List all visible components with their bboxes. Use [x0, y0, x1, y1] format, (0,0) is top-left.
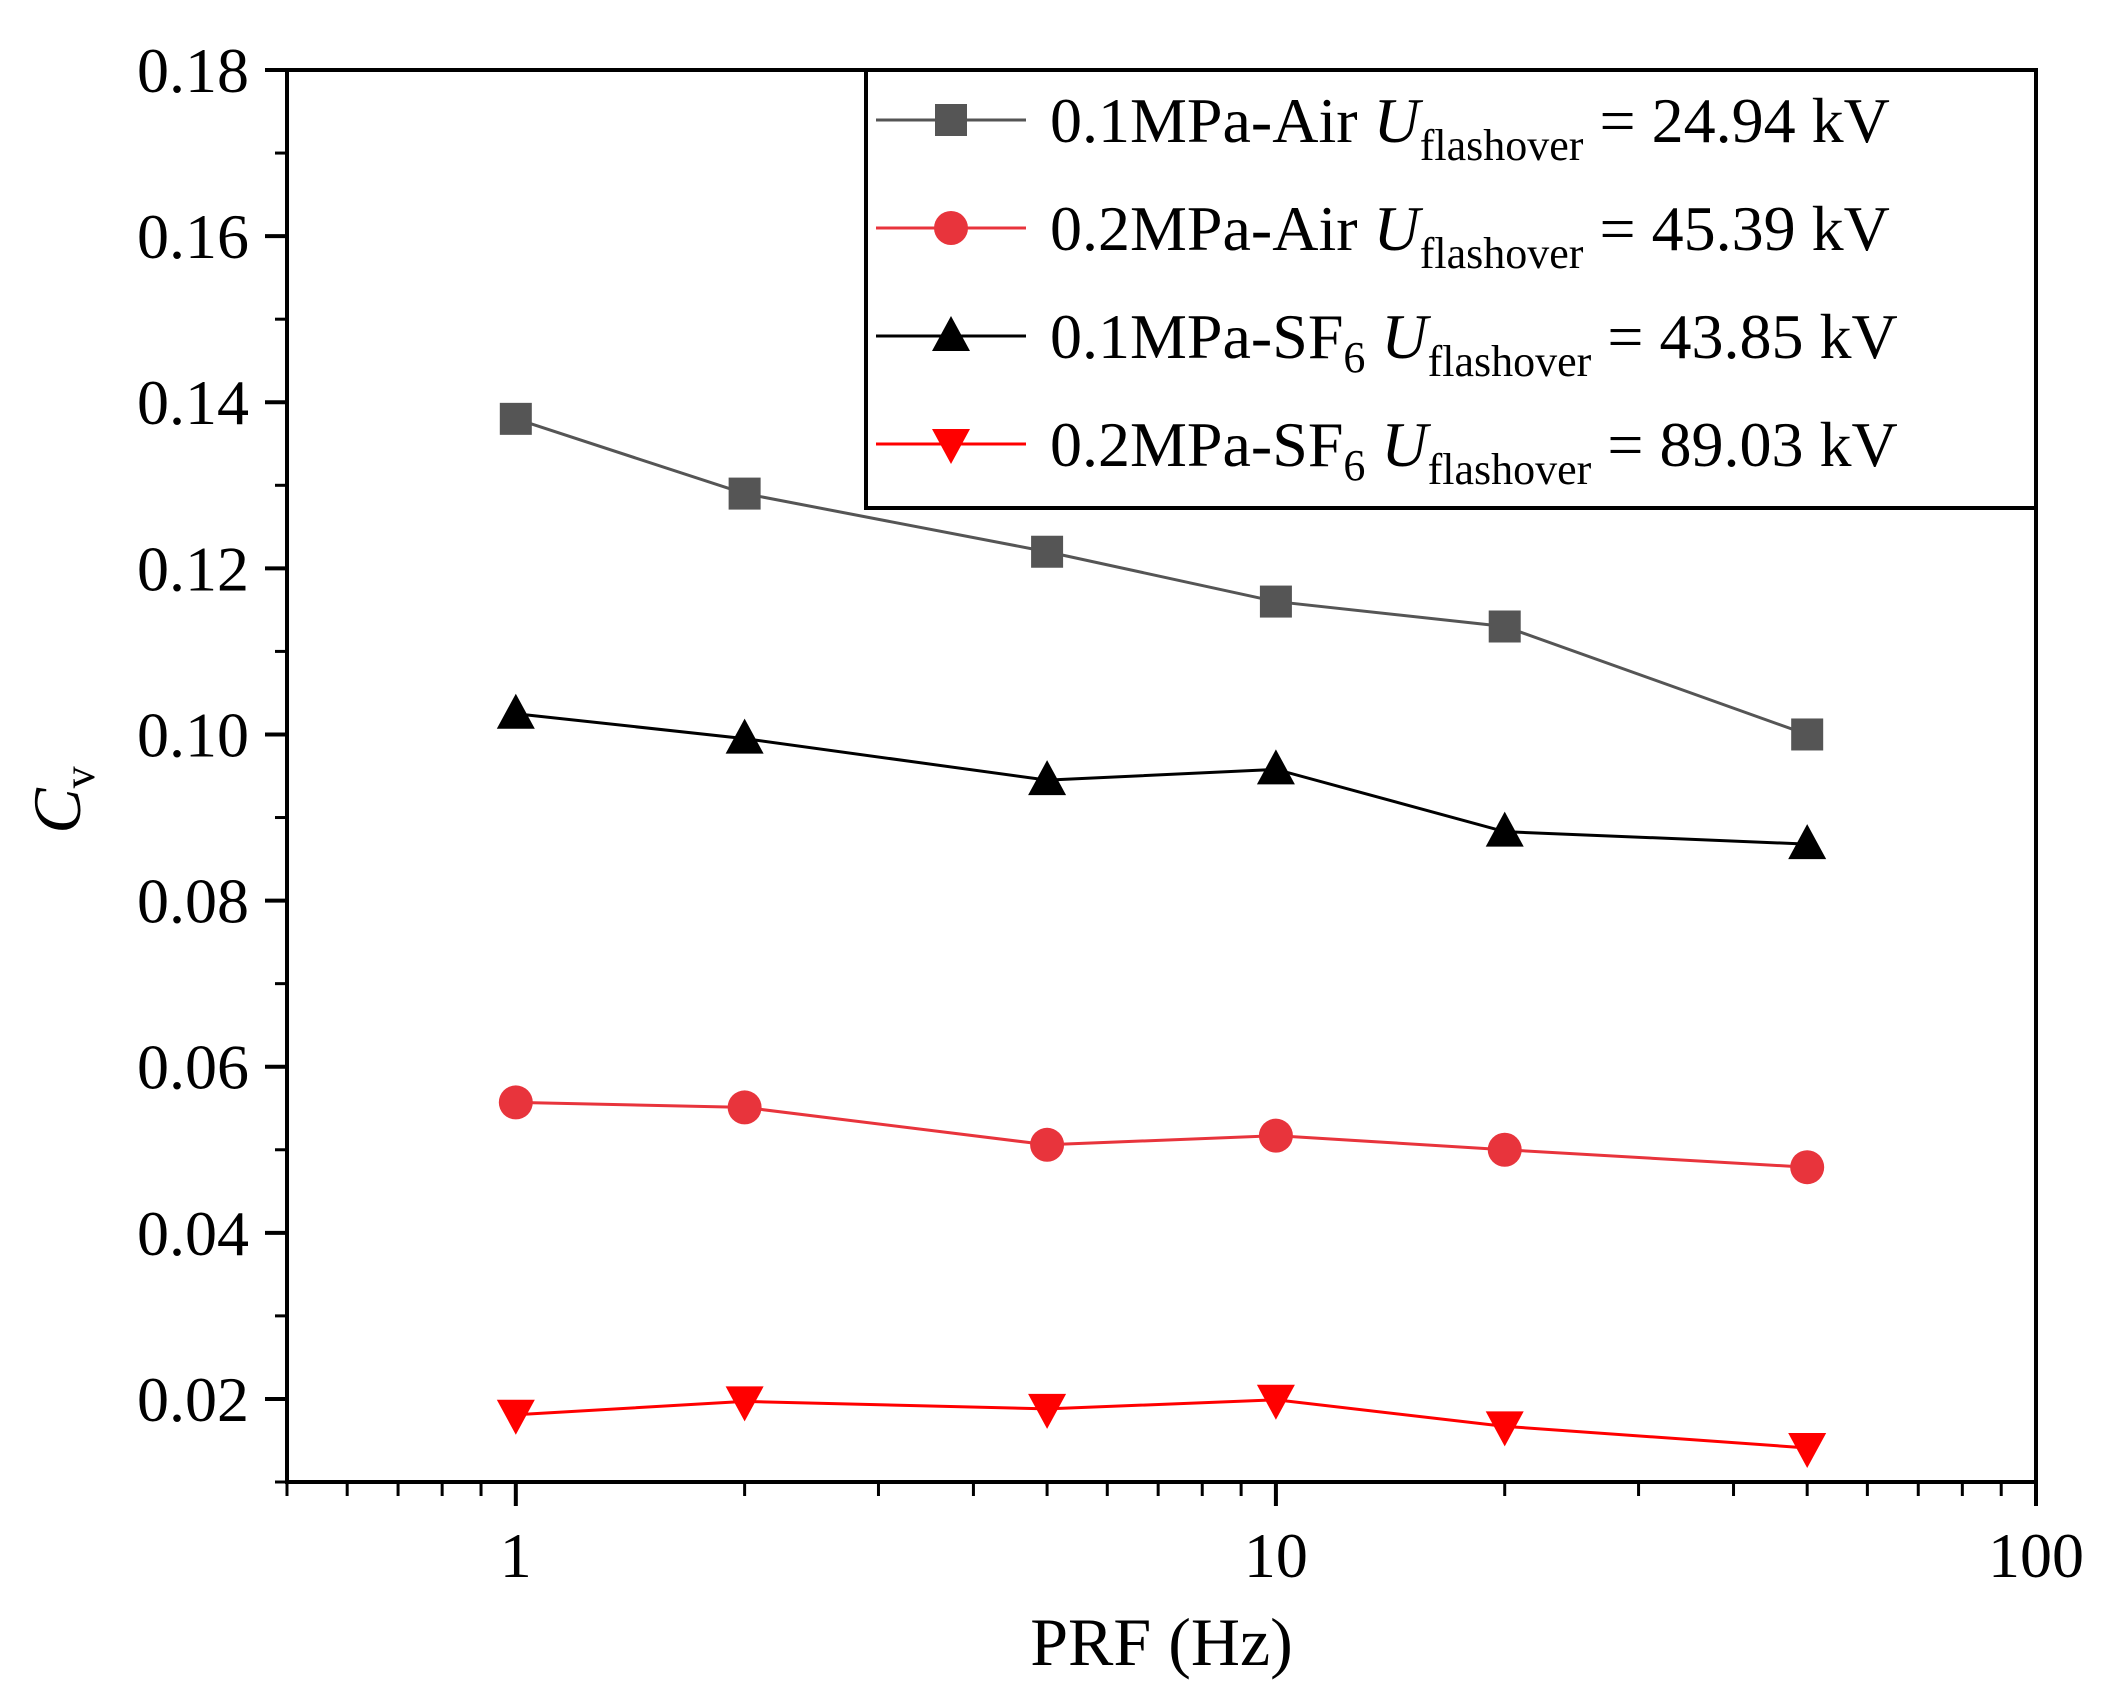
series-line	[515, 417, 1808, 736]
legend-label-var: U	[1374, 85, 1424, 156]
data-point	[496, 1399, 535, 1435]
data-point	[1256, 1384, 1295, 1420]
tick-layer: 0.02 0.04 0.06 0.08 0.10 0.12 0.14 0.16 0.18 1 10 1…	[137, 35, 2084, 1591]
data-point	[1488, 610, 1521, 643]
series-layer	[496, 402, 1827, 1468]
legend-item: 0.2MPa-Air Uflashover = 45.39 kV	[876, 193, 1890, 278]
legend-marker	[932, 429, 970, 464]
data-point	[1788, 824, 1827, 860]
y-axis-title-sub: v	[55, 766, 104, 788]
legend-label-var-sub: flashover	[1420, 229, 1584, 278]
series-line	[515, 1100, 1808, 1169]
legend-label-value: = 43.85 kV	[1591, 301, 1897, 372]
data-point	[1788, 1432, 1827, 1468]
data-point	[1031, 535, 1064, 568]
data-point	[496, 693, 535, 729]
x-tick-label: 10	[1244, 1520, 1308, 1591]
series-line	[515, 1398, 1808, 1450]
legend-item: 0.1MPa-Air Uflashover = 24.94 kV	[876, 85, 1890, 170]
data-point	[728, 477, 761, 510]
legend-label-var: U	[1374, 193, 1424, 264]
y-axis-title-main: C	[19, 788, 95, 834]
data-point	[1030, 1127, 1065, 1162]
data-point	[498, 1085, 533, 1120]
legend-label-prefix: 0.2MPa-SF	[1050, 409, 1343, 480]
data-point	[1028, 760, 1067, 796]
data-point	[1487, 1132, 1522, 1167]
data-point	[1790, 1150, 1825, 1185]
legend-label-var-sub: flashover	[1420, 121, 1584, 170]
legend-marker	[934, 211, 968, 245]
series-0.2MPa-Air	[498, 1085, 1825, 1185]
y-tick-label: 0.02	[137, 1364, 249, 1435]
y-tick-label: 0.04	[137, 1198, 249, 1269]
y-tick-label: 0.08	[137, 866, 249, 937]
series-0.1MPa-Air	[499, 402, 1824, 751]
legend-label-prefix: 0.1MPa-SF	[1050, 301, 1343, 372]
data-point	[1259, 585, 1292, 618]
legend-label-value: = 24.94 kV	[1583, 85, 1889, 156]
data-point	[725, 1386, 764, 1422]
legend-label: 0.1MPa-Air Uflashover = 24.94 kV	[1050, 85, 1890, 170]
data-point	[1485, 1411, 1524, 1447]
axis-titles: PRF (Hz) Cv	[19, 766, 1293, 1680]
legend-label-space	[1365, 301, 1381, 372]
series-line	[515, 712, 1808, 846]
legend-label: 0.2MPa-SF6 Uflashover = 89.03 kV	[1050, 409, 1898, 494]
series-0.2MPa-SF6	[496, 1384, 1827, 1468]
y-tick-label: 0.14	[137, 367, 249, 438]
y-tick-label: 0.12	[137, 533, 249, 604]
data-point	[1256, 749, 1295, 785]
y-tick-label: 0.10	[137, 699, 249, 770]
legend-label: 0.2MPa-Air Uflashover = 45.39 kV	[1050, 193, 1890, 278]
y-tick-label: 0.16	[137, 201, 249, 272]
legend-marker	[935, 104, 967, 136]
data-point	[1485, 811, 1524, 847]
x-tick-label: 1	[500, 1520, 532, 1591]
legend-label-prefix: 0.2MPa-Air	[1050, 193, 1374, 264]
legend-item: 0.1MPa-SF6 Uflashover = 43.85 kV	[876, 301, 1898, 386]
y-tick-label: 0.18	[137, 35, 249, 106]
legend-item: 0.2MPa-SF6 Uflashover = 89.03 kV	[876, 409, 1898, 494]
x-tick-label: 100	[1988, 1520, 2084, 1591]
legend-label-value: = 89.03 kV	[1591, 409, 1897, 480]
legend-label-var-sub: flashover	[1428, 337, 1592, 386]
legend-label-prefix-sub: 6	[1343, 441, 1365, 490]
legend-label-var: U	[1381, 301, 1431, 372]
legend-label-value: = 45.39 kV	[1583, 193, 1889, 264]
legend-label: 0.1MPa-SF6 Uflashover = 43.85 kV	[1050, 301, 1898, 386]
data-point	[1028, 1393, 1067, 1429]
legend-label-var: U	[1381, 409, 1431, 480]
y-tick-label: 0.06	[137, 1032, 249, 1103]
legend-label-var-sub: flashover	[1428, 445, 1592, 494]
legend-label-prefix: 0.1MPa-Air	[1050, 85, 1374, 156]
legend-box	[864, 68, 2038, 510]
data-point	[499, 402, 532, 435]
y-axis-title: Cv	[19, 766, 104, 833]
data-point	[727, 1090, 762, 1125]
legend: 0.1MPa-Air Uflashover = 24.94 kV 0.2MPa-A…	[864, 68, 2038, 510]
data-point	[725, 718, 764, 754]
legend-label-prefix-sub: 6	[1343, 333, 1365, 382]
legend-label-space	[1365, 409, 1381, 480]
legend-marker	[932, 316, 970, 351]
data-point	[1791, 718, 1824, 751]
data-point	[1258, 1118, 1293, 1153]
x-axis-title: PRF (Hz)	[1030, 1604, 1293, 1680]
series-0.1MPa-SF6	[496, 693, 1827, 860]
